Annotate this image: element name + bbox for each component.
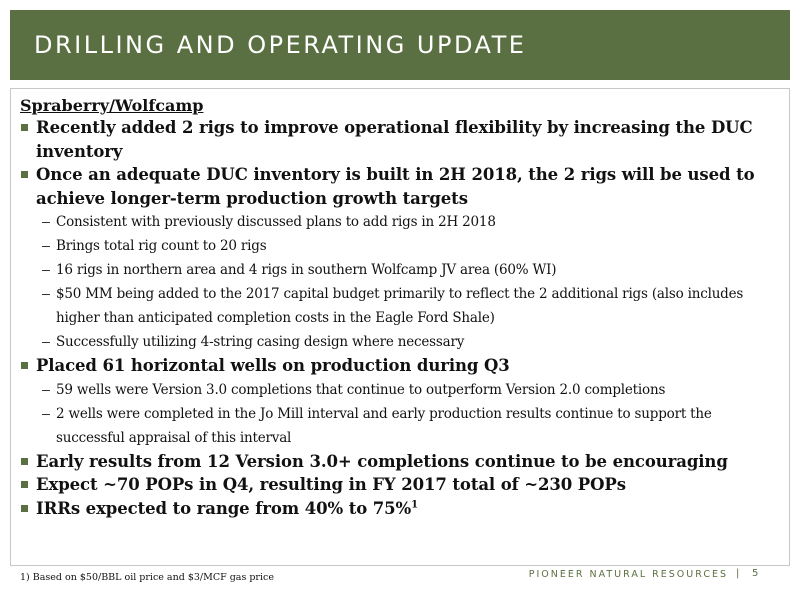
- bullet-text: Early results from 12 Version 3.0+ compl…: [36, 451, 728, 471]
- square-bullet-icon: [21, 362, 28, 369]
- dash-bullet-icon: [42, 413, 50, 415]
- page-number: 5: [752, 568, 759, 579]
- sub-bullet-text: $50 MM being added to the 2017 capital b…: [56, 286, 744, 326]
- sub-bullet-text: Successfully utilizing 4-string casing d…: [56, 334, 465, 350]
- dash-bullet-icon: [42, 389, 50, 391]
- bullet-item: IRRs expected to range from 40% to 75%1: [20, 497, 780, 521]
- footer-divider: |: [736, 568, 740, 579]
- brand-name: PIONEER NATURAL RESOURCES: [528, 569, 728, 580]
- bullet-text: IRRs expected to range from 40% to 75%: [36, 498, 412, 518]
- section-heading: Spraberry/Wolfcamp: [20, 96, 204, 115]
- bullet-item: Recently added 2 rigs to improve operati…: [20, 116, 780, 163]
- square-bullet-icon: [21, 171, 28, 178]
- dash-bullet-icon: [42, 246, 50, 247]
- slide-title: DRILLING AND OPERATING UPDATE: [34, 31, 527, 59]
- sub-bullet-text: Consistent with previously discussed pla…: [56, 214, 496, 230]
- sub-bullet-item: Consistent with previously discussed pla…: [20, 210, 780, 234]
- footnote-marker: 1: [411, 499, 418, 510]
- sub-bullet-item: 59 wells were Version 3.0 completions th…: [20, 378, 780, 402]
- square-bullet-icon: [21, 457, 28, 465]
- bullet-text: Expect ~70 POPs in Q4, resulting in FY 2…: [36, 475, 626, 494]
- content-panel: [10, 88, 790, 566]
- dash-bullet-icon: [42, 342, 50, 343]
- square-bullet-icon: [21, 124, 28, 131]
- bullet-item: Expect ~70 POPs in Q4, resulting in FY 2…: [20, 473, 780, 497]
- bullet-text: Placed 61 horizontal wells on production…: [36, 356, 510, 375]
- dash-bullet-icon: [42, 270, 50, 271]
- square-bullet-icon: [21, 504, 28, 512]
- square-bullet-icon: [21, 481, 28, 488]
- bullet-item: Once an adequate DUC inventory is built …: [20, 163, 780, 210]
- bullet-item: Early results from 12 Version 3.0+ compl…: [20, 450, 780, 474]
- sub-bullet-item: Successfully utilizing 4-string casing d…: [20, 330, 780, 354]
- sub-bullet-text: 16 rigs in northern area and 4 rigs in s…: [56, 262, 557, 278]
- sub-bullet-item: Brings total rig count to 20 rigs: [20, 234, 780, 258]
- bullet-text: Recently added 2 rigs to improve operati…: [36, 118, 753, 161]
- sub-bullet-text: Brings total rig count to 20 rigs: [56, 238, 267, 254]
- title-bar: DRILLING AND OPERATING UPDATE: [10, 10, 790, 80]
- sub-bullet-text: 59 wells were Version 3.0 completions th…: [56, 381, 666, 398]
- sub-bullet-item: 2 wells were completed in the Jo Mill in…: [20, 402, 780, 450]
- sub-bullet-item: $50 MM being added to the 2017 capital b…: [20, 282, 780, 330]
- bullet-item: Placed 61 horizontal wells on production…: [20, 354, 780, 378]
- sub-bullet-text: 2 wells were completed in the Jo Mill in…: [56, 405, 712, 446]
- footnote: 1) Based on $50/BBL oil price and $3/MCF…: [20, 572, 274, 583]
- dash-bullet-icon: [42, 294, 50, 295]
- dash-bullet-icon: [42, 222, 50, 223]
- sub-bullet-item: 16 rigs in northern area and 4 rigs in s…: [20, 258, 780, 282]
- bullet-text: Once an adequate DUC inventory is built …: [36, 165, 755, 208]
- bullet-content: Spraberry/Wolfcamp Recently added 2 rigs…: [20, 96, 780, 520]
